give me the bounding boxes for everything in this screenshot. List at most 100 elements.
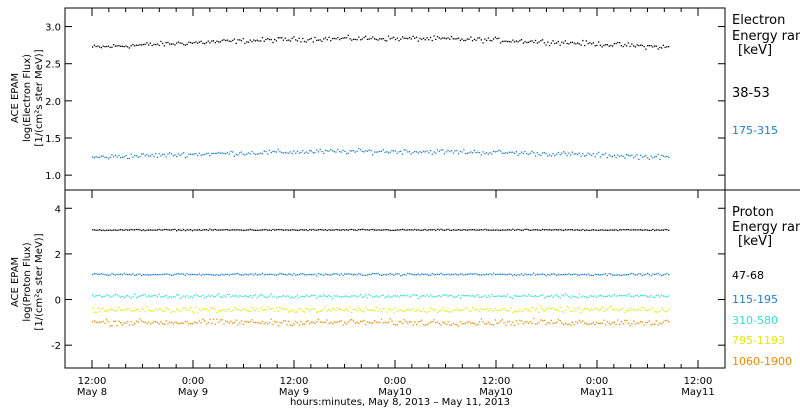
data-point — [307, 39, 309, 41]
data-point — [640, 309, 642, 312]
data-point — [512, 311, 514, 314]
data-point — [531, 150, 533, 152]
data-point — [347, 34, 349, 36]
data-point — [582, 320, 584, 322]
data-point — [557, 273, 559, 276]
data-point — [132, 296, 134, 298]
data-point — [557, 40, 559, 43]
data-point — [260, 307, 262, 309]
data-point — [436, 321, 439, 323]
data-point — [633, 296, 635, 298]
data-point — [270, 318, 272, 320]
data-point — [626, 309, 628, 311]
data-point — [286, 324, 288, 326]
data-point — [629, 307, 631, 310]
data-point — [312, 308, 314, 310]
data-point — [592, 309, 594, 311]
data-point — [342, 309, 344, 312]
data-point — [165, 228, 167, 231]
xtick-time-label: 12:00 — [78, 376, 107, 387]
data-point — [587, 152, 589, 154]
data-point — [372, 154, 374, 156]
data-point — [533, 152, 535, 154]
data-point — [268, 308, 271, 310]
data-point — [641, 295, 643, 297]
data-point — [438, 310, 440, 312]
data-point — [526, 321, 528, 323]
data-point — [142, 229, 145, 231]
data-point — [456, 274, 458, 276]
data-point — [478, 37, 481, 39]
data-point — [200, 310, 202, 312]
data-point — [356, 39, 358, 41]
data-point — [513, 152, 516, 154]
data-point — [398, 229, 400, 231]
data-point — [570, 324, 572, 326]
data-point — [282, 320, 285, 322]
data-point — [589, 323, 591, 325]
data-point — [654, 311, 656, 313]
data-point — [659, 158, 661, 160]
data-point — [387, 273, 390, 276]
data-point — [211, 274, 213, 276]
data-point — [386, 151, 388, 153]
data-point — [534, 295, 537, 297]
data-point — [387, 308, 390, 310]
data-point — [295, 311, 297, 314]
data-point — [419, 151, 421, 153]
data-point — [359, 273, 362, 275]
data-point — [491, 323, 493, 326]
data-point — [414, 321, 416, 323]
data-point — [456, 229, 458, 231]
data-point — [538, 274, 540, 276]
data-point — [601, 274, 603, 276]
data-point — [345, 295, 348, 297]
data-point — [127, 46, 129, 48]
data-point — [524, 321, 526, 323]
data-point — [533, 229, 535, 231]
data-point — [296, 150, 299, 152]
data-point — [181, 322, 183, 324]
data-point — [132, 324, 134, 326]
data-point — [183, 228, 185, 231]
data-point — [331, 229, 334, 231]
data-point — [431, 321, 433, 323]
data-point — [263, 229, 265, 231]
data-point — [638, 45, 640, 47]
data-point — [219, 296, 222, 298]
data-point — [160, 40, 162, 43]
data-point — [205, 273, 208, 275]
data-point — [606, 44, 608, 46]
data-point — [647, 310, 649, 312]
data-point — [412, 274, 414, 276]
data-point — [102, 273, 104, 275]
data-point — [638, 308, 640, 310]
data-point — [631, 323, 633, 325]
data-point — [482, 295, 484, 298]
data-point — [169, 229, 171, 231]
data-point — [431, 296, 433, 298]
data-point — [629, 155, 631, 157]
data-point — [251, 229, 253, 231]
data-point — [650, 275, 652, 277]
data-point — [272, 323, 274, 326]
data-point — [354, 322, 356, 324]
data-point — [256, 39, 258, 41]
data-point — [111, 295, 113, 298]
data-point — [225, 153, 227, 155]
data-point — [387, 35, 390, 37]
data-point — [128, 308, 131, 310]
data-point — [482, 309, 484, 311]
data-point — [529, 321, 531, 323]
data-point — [454, 273, 456, 275]
data-point — [169, 309, 171, 311]
data-point — [426, 324, 428, 326]
data-point — [242, 323, 244, 325]
data-point — [494, 229, 496, 231]
data-point — [601, 306, 603, 308]
data-point — [489, 152, 491, 154]
data-point — [577, 274, 579, 276]
data-point — [330, 310, 332, 312]
data-point — [601, 154, 603, 156]
data-point — [591, 274, 593, 276]
